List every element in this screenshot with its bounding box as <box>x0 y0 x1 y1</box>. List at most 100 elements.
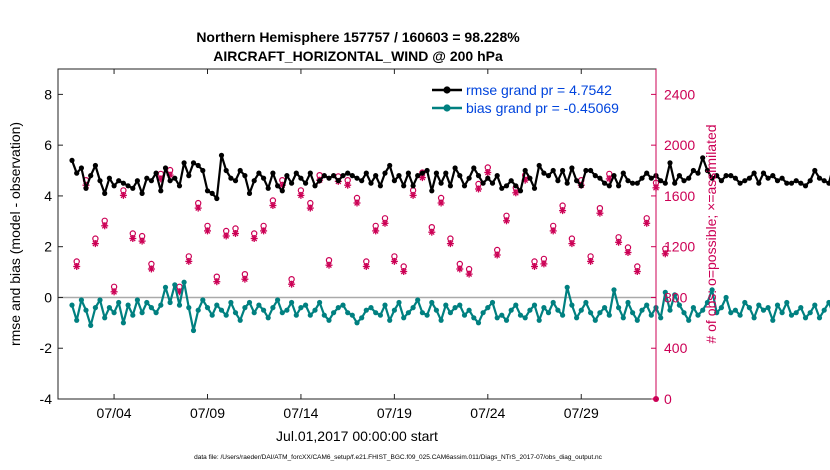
rmse-point <box>742 178 748 184</box>
rmse-point <box>639 175 645 181</box>
bias-point <box>541 305 547 311</box>
bias-point <box>354 320 360 326</box>
bias-point <box>700 307 706 313</box>
rmse-point <box>92 162 98 169</box>
rmse-point <box>218 152 225 158</box>
obs-assimilated-marker <box>73 263 81 270</box>
bias-point <box>349 312 355 318</box>
x-axis-label: Jul.01,2017 00:00:00 start <box>276 428 438 444</box>
bias-point <box>275 297 281 303</box>
bias-point <box>555 307 561 313</box>
obs-assimilated-marker <box>587 257 595 265</box>
rmse-point <box>485 175 491 181</box>
rmse-point <box>574 178 580 184</box>
rmse-point <box>620 170 626 176</box>
rmse-point <box>284 173 290 179</box>
bias-point <box>723 294 729 301</box>
bias-point <box>321 312 327 318</box>
bias-point <box>424 312 430 318</box>
bias-point <box>326 317 332 323</box>
bias-point <box>298 305 304 311</box>
y-left-tick-label: 0 <box>44 289 52 305</box>
rmse-point <box>429 188 435 194</box>
bias-point <box>284 307 290 313</box>
obs-assimilated-marker <box>241 275 249 283</box>
bias-point <box>475 320 482 326</box>
y-axis-left: -4 -2 0 2 4 6 8 <box>40 86 63 407</box>
legend-rmse-label: rmse grand pr = 4.7542 <box>466 82 612 98</box>
bias-point <box>190 327 197 334</box>
rmse-point <box>756 180 762 186</box>
rmse-point <box>354 175 360 181</box>
bias-point <box>279 310 285 316</box>
rmse-point <box>690 167 697 174</box>
obs-assimilated-marker <box>624 249 632 256</box>
bias-point <box>443 302 449 308</box>
obs-assimilated-marker <box>493 251 501 259</box>
rmse-point <box>550 167 556 174</box>
rmse-point <box>200 167 206 174</box>
plot-area <box>57 68 830 402</box>
rmse-point <box>709 175 715 181</box>
obs-assimilated-marker <box>456 265 464 273</box>
bias-point <box>270 305 276 311</box>
rmse-point <box>106 175 112 181</box>
rmse-point <box>78 165 84 171</box>
rmse-point <box>415 173 421 179</box>
bias-point <box>405 310 411 316</box>
rmse-point <box>457 173 463 179</box>
rmse-point <box>499 185 505 191</box>
rmse-point <box>489 180 496 186</box>
rmse-point <box>471 165 477 171</box>
rmse-point <box>377 183 383 189</box>
bias-point <box>158 302 164 308</box>
rmse-point <box>452 165 458 171</box>
bias-point <box>695 312 701 318</box>
obs-assimilated-marker <box>288 280 296 288</box>
rmse-point <box>69 157 75 163</box>
bias-point <box>517 312 524 318</box>
bias-point <box>793 310 799 316</box>
bias-point <box>363 307 369 313</box>
rmse-point <box>349 173 355 179</box>
rmse-point <box>592 173 598 179</box>
bias-point <box>144 299 150 306</box>
x-tick-label: 07/14 <box>283 405 318 421</box>
bias-point <box>471 315 477 321</box>
rmse-point <box>541 170 547 176</box>
x-axis: 07/04 07/09 07/14 07/19 07/24 07/29 <box>97 69 599 421</box>
data-file-footer: data file: /Users/raeder/DAI/ATM_forcXX/… <box>194 454 603 461</box>
bias-point <box>686 317 692 323</box>
obs-assimilated-marker <box>129 235 137 242</box>
rmse-point <box>270 170 276 176</box>
bias-point <box>200 297 206 303</box>
bias-point <box>153 310 159 316</box>
rmse-point <box>242 173 248 179</box>
rmse-point <box>181 160 187 166</box>
rmse-point <box>718 178 725 184</box>
bias-point <box>606 312 612 318</box>
bias-point <box>438 317 444 323</box>
bias-point <box>536 317 542 323</box>
rmse-point <box>74 170 80 176</box>
rmse-point <box>527 175 533 181</box>
rmse-point <box>447 183 453 189</box>
bias-point <box>798 305 804 311</box>
bias-point <box>289 299 295 306</box>
bias-point <box>176 302 183 308</box>
bias-point <box>303 302 309 308</box>
obs-assimilated-marker <box>400 268 408 275</box>
bias-point <box>242 305 248 311</box>
bias-point <box>433 307 439 313</box>
bias-point <box>774 302 781 308</box>
rmse-point <box>246 190 253 196</box>
bias-point <box>106 305 112 311</box>
obs-assimilated-marker <box>353 199 361 207</box>
rmse-point <box>195 162 201 169</box>
y-left-tick-label: 6 <box>44 137 52 153</box>
bias-point <box>802 315 809 321</box>
obs-assimilated-marker <box>232 230 239 237</box>
bias-point <box>396 299 402 306</box>
bias-point <box>139 310 145 316</box>
x-tick-label: 07/29 <box>564 405 599 421</box>
